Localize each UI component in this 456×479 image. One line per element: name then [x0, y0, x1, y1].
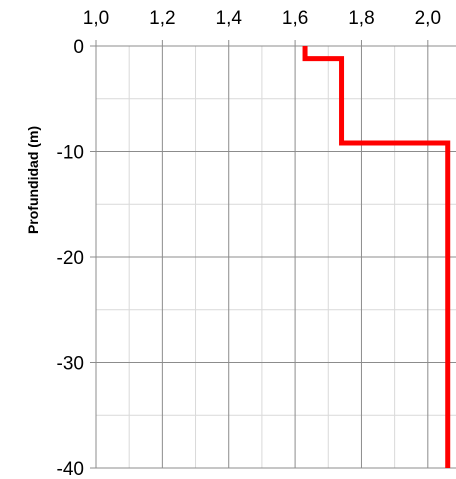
- y-tick-label: 0: [73, 37, 84, 58]
- x-tick-label: 1,2: [149, 8, 175, 29]
- y-tick-label: -10: [57, 143, 84, 164]
- x-tick-label: 1,6: [282, 8, 308, 29]
- series-layer: [302, 46, 451, 468]
- x-tick-label: 1,4: [216, 8, 243, 29]
- major-grid: [90, 40, 456, 469]
- x-tick-label: 1,0: [83, 8, 109, 29]
- y-tick-labels: 0 -10 -20 -30 -40: [57, 37, 84, 479]
- y-axis-title: Profundidad (m): [25, 126, 41, 234]
- y-tick-label: -20: [57, 248, 84, 269]
- x-tick-label: 1,8: [348, 8, 374, 29]
- series-line: [302, 46, 451, 468]
- y-tick-label: -30: [57, 354, 84, 375]
- y-tick-label: -40: [57, 459, 84, 479]
- x-tick-labels: 1,0 1,2 1,4 1,6 1,8 2,0: [83, 8, 441, 29]
- x-tick-label: 2,0: [415, 8, 441, 29]
